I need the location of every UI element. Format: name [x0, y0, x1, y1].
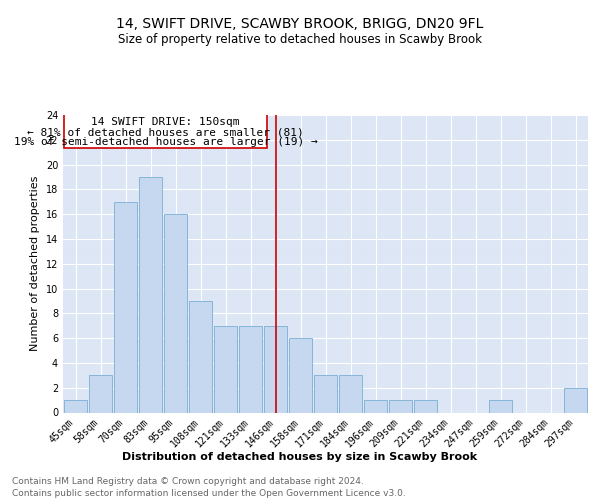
Bar: [289, 338, 312, 412]
Bar: [164, 214, 187, 412]
Bar: [189, 301, 212, 412]
Bar: [139, 177, 162, 412]
Text: Contains HM Land Registry data © Crown copyright and database right 2024.: Contains HM Land Registry data © Crown c…: [12, 478, 364, 486]
Bar: [264, 326, 287, 412]
Y-axis label: Number of detached properties: Number of detached properties: [30, 176, 40, 352]
Bar: [239, 326, 262, 412]
Bar: [564, 388, 587, 412]
Bar: [364, 400, 387, 412]
Text: ← 81% of detached houses are smaller (81): ← 81% of detached houses are smaller (81…: [27, 127, 304, 137]
Bar: [314, 376, 337, 412]
Text: Contains public sector information licensed under the Open Government Licence v3: Contains public sector information licen…: [12, 489, 406, 498]
Text: Distribution of detached houses by size in Scawby Brook: Distribution of detached houses by size …: [122, 452, 478, 462]
Text: 14, SWIFT DRIVE, SCAWBY BROOK, BRIGG, DN20 9FL: 14, SWIFT DRIVE, SCAWBY BROOK, BRIGG, DN…: [116, 18, 484, 32]
Bar: [339, 376, 362, 412]
Text: 19% of semi-detached houses are larger (19) →: 19% of semi-detached houses are larger (…: [14, 138, 317, 147]
Bar: [89, 376, 112, 412]
Bar: [414, 400, 437, 412]
Text: Size of property relative to detached houses in Scawby Brook: Size of property relative to detached ho…: [118, 32, 482, 46]
Bar: [64, 400, 87, 412]
Text: 14 SWIFT DRIVE: 150sqm: 14 SWIFT DRIVE: 150sqm: [91, 117, 240, 127]
FancyBboxPatch shape: [64, 114, 267, 148]
Bar: [489, 400, 512, 412]
Bar: [114, 202, 137, 412]
Bar: [214, 326, 237, 412]
Bar: [389, 400, 412, 412]
